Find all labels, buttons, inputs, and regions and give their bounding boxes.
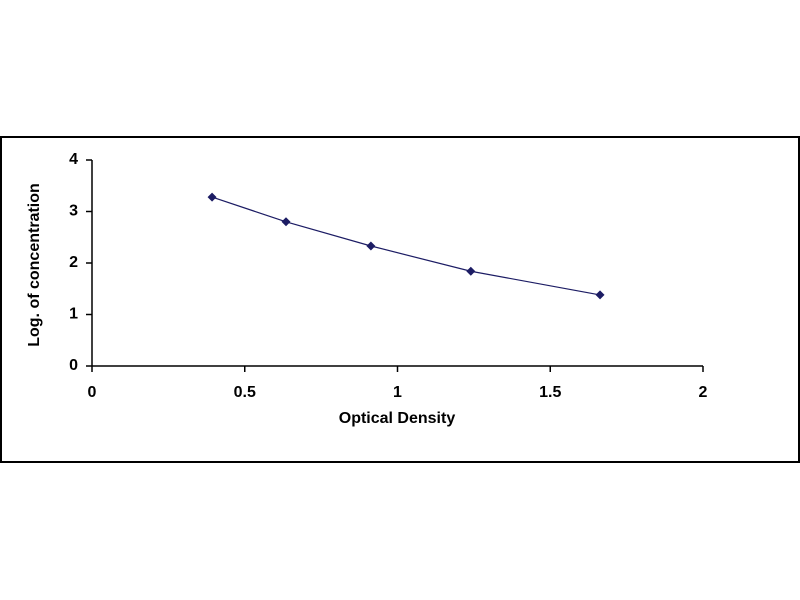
y-tick-label: 2 <box>69 254 78 271</box>
chart-frame <box>0 136 800 463</box>
x-tick-label: 2 <box>699 384 708 401</box>
y-tick-label: 0 <box>69 357 78 374</box>
y-tick-label: 1 <box>69 306 78 323</box>
y-tick-label: 3 <box>69 203 78 220</box>
data-point <box>281 217 291 227</box>
y-axis-label: Log. of concentration <box>26 183 43 347</box>
data-point <box>207 192 217 202</box>
data-point <box>366 241 376 251</box>
x-axis-label: Optical Density <box>339 410 456 427</box>
data-point <box>466 266 476 276</box>
x-tick-label: 0 <box>88 384 97 401</box>
x-tick-label: 1 <box>393 384 402 401</box>
x-tick-label: 1.5 <box>539 384 561 401</box>
data-point <box>595 290 605 300</box>
y-tick-label: 4 <box>69 151 78 168</box>
x-tick-label: 0.5 <box>234 384 256 401</box>
